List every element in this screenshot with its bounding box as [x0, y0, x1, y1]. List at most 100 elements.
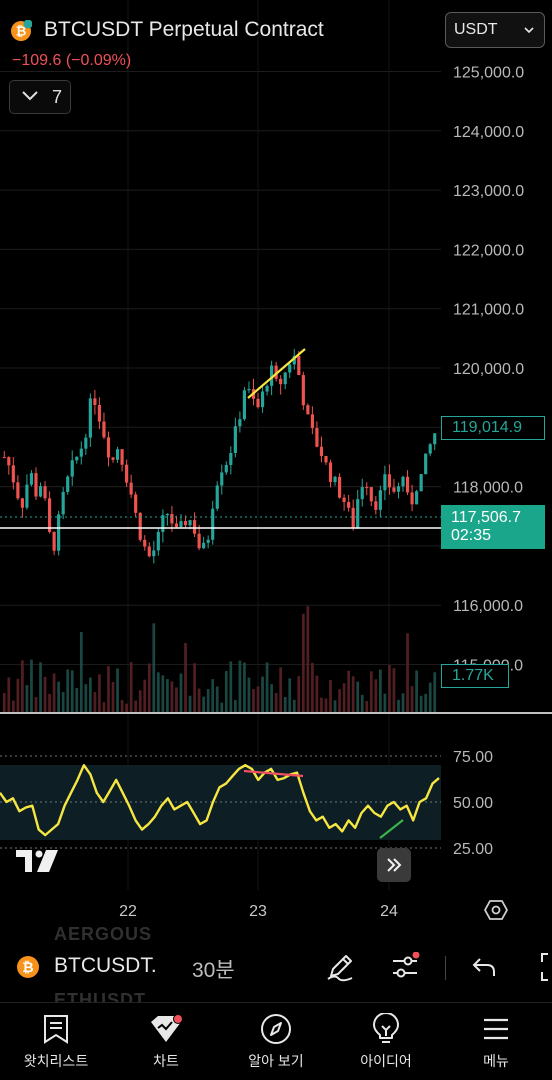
volume-bar [215, 686, 219, 712]
rsi-bullish-divergence[interactable] [379, 819, 404, 839]
candle-body [242, 390, 247, 420]
volume-bar [392, 668, 396, 712]
candle-body [279, 378, 283, 385]
candle-body [410, 492, 414, 505]
tradingview-logo[interactable] [16, 850, 60, 877]
volume-bar [424, 693, 428, 712]
candle-body [229, 452, 233, 465]
candle-body [138, 512, 142, 540]
candle-body [347, 501, 351, 508]
volume-bar [256, 686, 260, 712]
candle-body [306, 405, 310, 415]
current-price-value: 117,506.7 [451, 509, 521, 526]
candle-body [129, 482, 133, 495]
symbol-search-button[interactable]: BTCUSDT. [54, 954, 157, 977]
volume-bar [274, 693, 278, 712]
candle-body [47, 498, 52, 532]
candle-body [365, 487, 369, 489]
volume-bar [270, 684, 273, 712]
date-tick-label: 23 [249, 903, 267, 920]
candle-body [38, 486, 43, 497]
candle-body [106, 437, 111, 458]
trend-line[interactable] [247, 348, 306, 399]
candle-body [11, 465, 15, 483]
candle-body [405, 476, 410, 493]
volume-bar [401, 693, 405, 712]
candle-body [134, 494, 138, 513]
volume-bar [297, 676, 301, 712]
indicator-toggle-button[interactable]: 7 [9, 80, 71, 114]
candle-body [183, 521, 188, 526]
nav-item-explore[interactable]: 알아 보기 [221, 1011, 331, 1071]
volume-bar [98, 674, 101, 712]
volume-bar [333, 700, 337, 712]
volume-bar [347, 670, 350, 712]
volume-bar [365, 700, 369, 712]
volume-bar [324, 698, 328, 712]
undo-icon[interactable] [467, 950, 501, 984]
volume-bar [70, 670, 74, 712]
volume-bar [25, 685, 29, 712]
compass-icon [260, 1011, 292, 1047]
rsi-bearish-divergence[interactable] [243, 769, 304, 778]
candle-body [61, 491, 65, 515]
volume-bar [111, 682, 115, 712]
indicator-count: 7 [52, 86, 63, 107]
nav-item-chart[interactable]: 차트 [111, 1011, 221, 1071]
volume-bar [179, 673, 183, 712]
volume-bar [329, 680, 332, 712]
currency-select[interactable]: USDT [445, 12, 545, 48]
currency-value: USDT [454, 21, 498, 38]
nav-item-menu[interactable]: 메뉴 [441, 1011, 551, 1071]
candle-body [29, 473, 34, 485]
candle-countdown: 02:35 [451, 527, 492, 544]
candle-body [424, 453, 428, 475]
rsi-tick-label: 50.00 [453, 795, 493, 812]
price-axis[interactable]: 125,000.0 124,000.0 123,000.0 122,000.0 121,… [453, 65, 524, 675]
candle-body [25, 484, 29, 508]
volume-bar [125, 703, 128, 712]
ghost-list-item: AERGOUS [54, 924, 153, 944]
sliders-icon[interactable] [388, 950, 422, 984]
nav-item-watchlist[interactable]: 왓치리스트 [1, 1011, 111, 1071]
volume-bar [351, 676, 355, 712]
symbol-title[interactable]: BTCUSDT Perpetual Contract [44, 18, 324, 41]
volume-bar [288, 678, 292, 712]
nav-label: 왓치리스트 [23, 1053, 89, 1069]
volume-bar [75, 687, 79, 712]
price-change: −109.6 (−0.09%) [12, 52, 132, 69]
nav-item-ideas[interactable]: 아이디어 [331, 1011, 441, 1071]
volume-bar [301, 613, 305, 712]
volume-bar [116, 668, 119, 712]
pencil-icon[interactable] [323, 950, 357, 984]
time-axis[interactable]: 22 23 24 [119, 903, 398, 920]
candle-body [143, 539, 147, 547]
scroll-to-realtime-button[interactable] [377, 848, 411, 882]
rsi-axis[interactable]: 75.00 50.00 25.00 [453, 749, 493, 858]
volume-bar [202, 696, 205, 712]
candle-body [192, 520, 197, 534]
volume-bars [2, 606, 437, 712]
price-tick-label: 116,000.0 [453, 598, 523, 615]
price-tick-label: 125,000.0 [453, 65, 524, 82]
volume-bar [39, 662, 42, 712]
fullscreen-icon[interactable] [530, 950, 552, 984]
volume-bar [292, 699, 296, 712]
price-tick-label: 124,000.0 [453, 124, 524, 141]
candle-body [256, 398, 260, 408]
menu-icon [482, 1011, 510, 1047]
date-tick-label: 22 [119, 903, 137, 920]
bulb-icon [371, 1011, 401, 1047]
candle-body [97, 404, 102, 422]
candle-body [20, 498, 24, 508]
price-chart[interactable]: 125,000.0 124,000.0 123,000.0 122,000.0 121,… [0, 0, 552, 940]
candle-body [428, 444, 432, 454]
volume-bar [188, 695, 192, 712]
interval-button[interactable]: 30분 [192, 959, 235, 982]
candle-body [419, 474, 423, 492]
chart-settings-button[interactable] [483, 898, 509, 922]
candle-body [319, 446, 324, 456]
volume-bar [342, 683, 346, 712]
volume-bar [175, 687, 178, 712]
candle-body [292, 355, 296, 365]
